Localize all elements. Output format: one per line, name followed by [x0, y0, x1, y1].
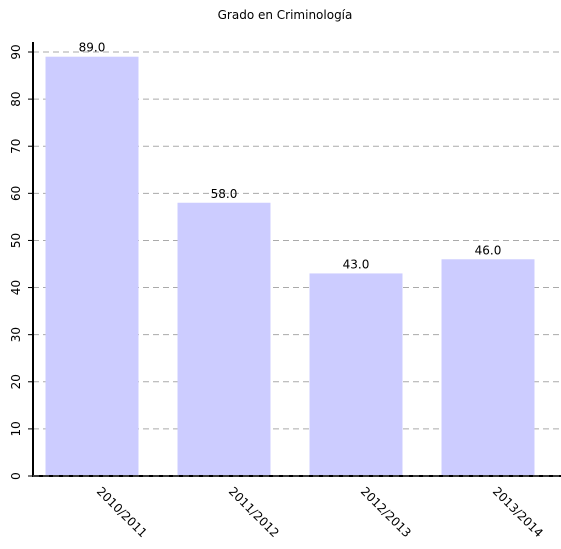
x-axis-category-labels: 2010/2011 2011/2012 2012/2013 2013/2014: [94, 484, 546, 540]
chart-subtitle: Grado en Criminología: [217, 8, 353, 22]
x-category-label: 2012/2013: [358, 484, 414, 540]
x-category-label: 2013/2014: [490, 484, 546, 540]
y-tick-label: 10: [9, 421, 23, 436]
bar-value-labels: 89.0 58.0 43.0 46.0: [79, 41, 502, 272]
bar: [177, 202, 271, 476]
y-tick-label: 30: [9, 327, 23, 342]
bar-value-label: 89.0: [79, 41, 106, 55]
y-axis-ticks: 0 10 20 30 40 50 60 70 80 90: [9, 44, 33, 480]
axes: [32, 42, 561, 477]
y-tick-label: 50: [9, 233, 23, 248]
y-tick-label: 60: [9, 186, 23, 201]
y-tick-label: 80: [9, 91, 23, 106]
y-tick-label: 0: [9, 472, 23, 480]
y-tick-label: 20: [9, 374, 23, 389]
bars: [45, 56, 535, 476]
bar: [441, 259, 535, 476]
x-category-label: 2011/2012: [226, 484, 282, 540]
bar-value-label: 43.0: [343, 257, 370, 271]
y-tick-label: 90: [9, 44, 23, 59]
bar: [309, 273, 403, 476]
x-category-label: 2010/2011: [94, 484, 150, 540]
y-tick-label: 70: [9, 139, 23, 154]
bar-value-label: 46.0: [475, 243, 502, 257]
bar-value-label: 58.0: [211, 187, 238, 201]
bar: [45, 56, 139, 476]
y-tick-label: 40: [9, 280, 23, 295]
